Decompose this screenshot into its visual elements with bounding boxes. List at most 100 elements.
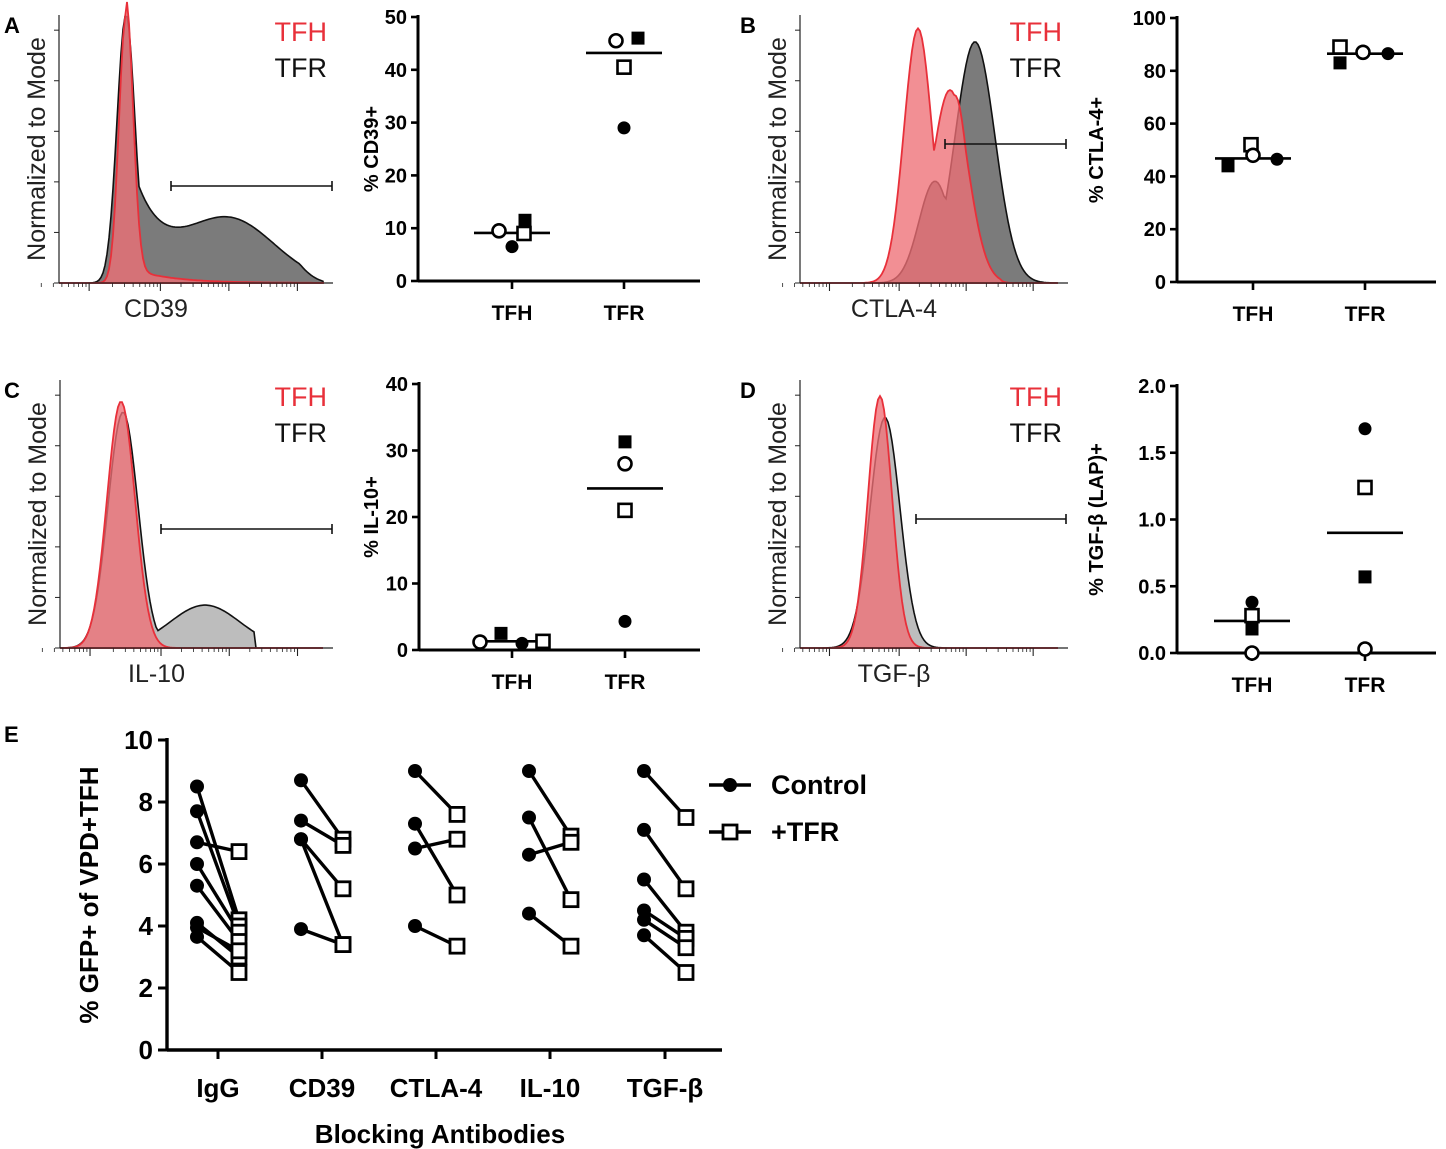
tfr-point <box>448 886 466 904</box>
data-point-filled-square <box>618 435 632 449</box>
y-tick-label: 0.0 <box>1138 643 1166 665</box>
data-point-open-circle <box>1244 645 1260 661</box>
x-axis-label: TGF-β <box>858 660 931 688</box>
data-point-open-circle <box>608 32 624 49</box>
control-point <box>637 822 651 837</box>
y-tick-label: 10 <box>386 574 408 596</box>
y-tick-label: 10 <box>385 218 407 240</box>
legend-tfr: TFR <box>275 53 327 83</box>
y-tick-label: 2 <box>139 973 153 1003</box>
data-point-filled-circle <box>1381 47 1395 61</box>
x-category-label: TFH <box>1233 303 1274 326</box>
data-point-filled-circle <box>515 636 529 650</box>
legend-control-marker <box>723 778 737 792</box>
x-category-label: IgG <box>196 1073 239 1103</box>
tfr-point <box>334 880 352 898</box>
tfr-point <box>677 964 695 981</box>
data-point-open-circle <box>1355 44 1371 61</box>
y-tick-label: 80 <box>1144 61 1166 83</box>
control-point <box>190 779 204 794</box>
tfr-point <box>334 837 352 854</box>
data-point-filled-square <box>1333 56 1347 70</box>
y-axis-label: % GFP+ of VPD+TFH <box>74 766 104 1023</box>
y-axis-label: % CTLA-4+ <box>1086 97 1108 203</box>
tfr-point <box>448 806 466 823</box>
tfr-point <box>448 830 466 848</box>
y-axis-label: Normalized to Mode <box>764 402 792 626</box>
x-axis-label: CD39 <box>124 295 188 323</box>
y-tick-label: 60 <box>1144 114 1166 136</box>
x-category-label: TFR <box>1345 674 1386 697</box>
pair-connector-line <box>299 838 345 946</box>
tfr-point <box>677 880 695 898</box>
tfr-point <box>334 936 352 953</box>
data-point-filled-square <box>518 213 532 227</box>
x-axis-label: IL-10 <box>128 660 185 688</box>
dot-plot-d: 0.0 0.5 1.0 1.5 2.0 TFH TFR % TGF-β (LAP)+ <box>1086 376 1436 697</box>
y-tick-label: 30 <box>385 113 407 135</box>
control-point <box>190 857 204 871</box>
control-point <box>190 929 204 944</box>
legend-tfr-marker <box>721 823 739 841</box>
control-point <box>637 912 651 927</box>
x-category-label: TFR <box>605 671 646 694</box>
pair-connector-line <box>299 779 345 841</box>
y-tick-label: 20 <box>1144 219 1166 241</box>
data-point-filled-circle <box>1358 422 1372 436</box>
control-point <box>294 832 308 847</box>
control-point <box>637 928 651 943</box>
x-category-label: CD39 <box>289 1073 355 1103</box>
control-point <box>408 841 422 856</box>
y-axis-label: % TGF-β (LAP)+ <box>1086 443 1108 596</box>
control-point <box>190 878 204 893</box>
control-point <box>522 810 536 825</box>
y-tick-label: 2.0 <box>1138 376 1166 398</box>
y-tick-label: 4 <box>139 911 154 941</box>
y-tick-label: 10 <box>124 725 153 755</box>
control-point <box>408 764 422 778</box>
legend-tfr: TFR <box>275 418 327 448</box>
y-tick-label: 8 <box>139 787 153 817</box>
data-point-filled-square <box>494 626 508 640</box>
x-category-label: TFR <box>1345 303 1386 326</box>
panel-letter: E <box>4 722 19 747</box>
control-point <box>408 816 422 831</box>
legend: Control +TFR <box>709 770 867 847</box>
legend-tfr: TFR <box>1010 53 1062 83</box>
y-axis-label: Normalized to Mode <box>23 37 51 261</box>
data-point-open-square <box>617 502 633 519</box>
x-category-label: IL-10 <box>520 1073 581 1103</box>
y-axis-label: % IL-10+ <box>361 476 383 558</box>
dot-plot-c: 0 10 20 30 40 TFH TFR % IL-10+ <box>361 374 700 694</box>
data-point-open-circle <box>491 223 507 239</box>
tfr-point <box>562 833 580 851</box>
data-point-filled-circle <box>505 240 519 254</box>
data-point-open-square <box>1244 607 1260 624</box>
tfr-point <box>677 939 695 957</box>
y-tick-label: 100 <box>1133 8 1166 30</box>
histogram-panel-b: B TFH TFR CTLA-4 Normalized to Mode <box>740 13 1068 323</box>
y-tick-label: 20 <box>385 165 407 187</box>
legend-tfr: TFR <box>1010 418 1062 448</box>
y-tick-label: 0.5 <box>1138 576 1166 598</box>
y-tick-label: 1.0 <box>1138 510 1166 532</box>
y-tick-label: 1.5 <box>1138 443 1166 465</box>
control-point <box>522 764 536 778</box>
control-point <box>294 813 308 828</box>
data-point-filled-circle <box>1245 595 1259 609</box>
y-tick-label: 0 <box>396 271 407 293</box>
data-point-open-square <box>616 59 632 75</box>
tfr-histogram <box>800 417 1058 649</box>
legend-tfh: TFH <box>275 382 327 412</box>
data-point-open-square <box>1357 479 1373 496</box>
y-tick-label: 50 <box>385 7 407 29</box>
y-axis-label: % CD39+ <box>361 106 383 192</box>
y-tick-label: 0 <box>397 640 408 662</box>
y-tick-label: 40 <box>386 374 408 396</box>
histogram-panel-a: A TFH TFR CD39 Normalized to Mode <box>4 1 333 323</box>
data-point-open-circle <box>472 634 488 650</box>
legend-control-label: Control <box>771 770 867 800</box>
data-point-filled-square <box>1221 159 1235 173</box>
legend-tfh: TFH <box>275 17 327 47</box>
